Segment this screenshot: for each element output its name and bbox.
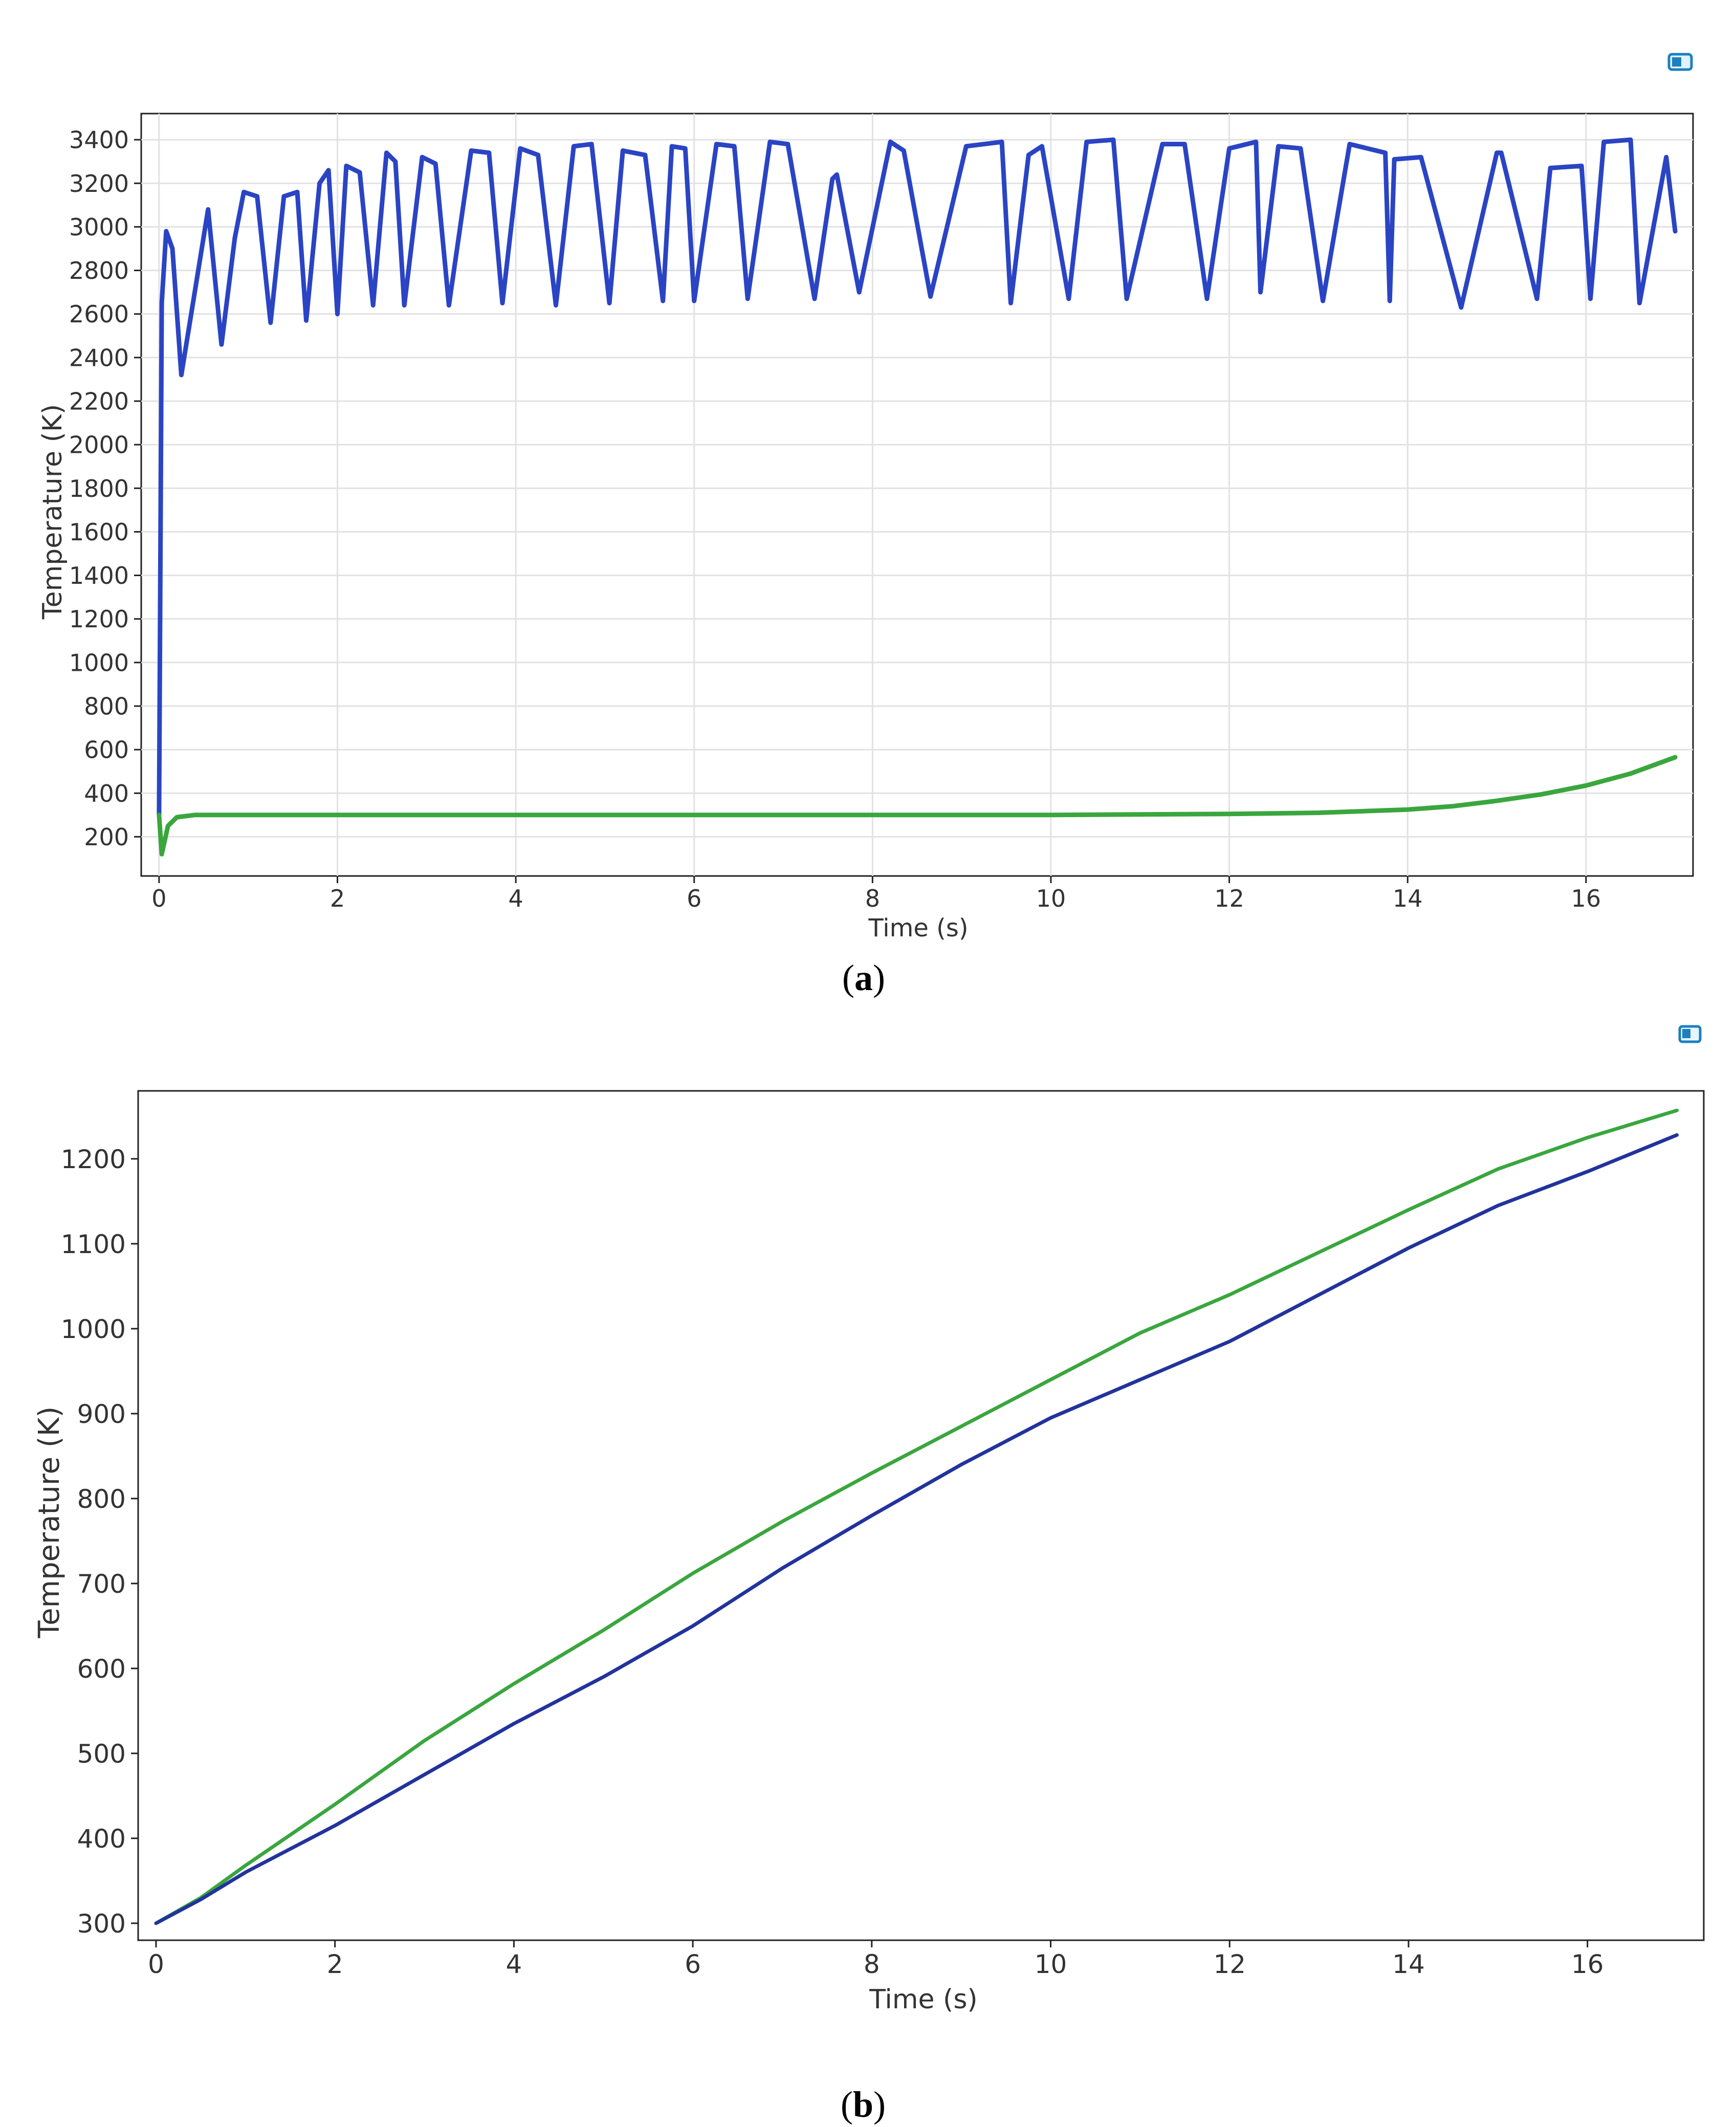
chart-b: 0 2 4 6 8 10 12 14 16 300 400 500 600 700 800 900 1000 11… (33, 1025, 1705, 2015)
chart-a-export-icon[interactable] (1667, 53, 1693, 71)
chart-a-x-tick-label: 8 (865, 885, 880, 912)
chart-a-y-tick-label: 2800 (69, 257, 129, 284)
chart-a-y-tick-label: 1400 (69, 562, 129, 589)
chart-b-y-tick-label: 1000 (61, 1314, 126, 1344)
caption-b: (b) (841, 2084, 886, 2125)
chart-a-y-tick-label: 2400 (69, 344, 129, 371)
chart-a-y-tick-label: 2200 (69, 388, 129, 415)
chart-b-y-tick-label: 700 (77, 1569, 126, 1599)
chart-b-ticks: 0 2 4 6 8 10 12 14 16 300 400 500 600 700 800 900 1000 11… (61, 1145, 1604, 1979)
chart-b-y-tick-label: 1100 (61, 1230, 126, 1259)
chart-b-y-tick-label: 900 (77, 1399, 126, 1429)
chart-b-x-tick-label: 8 (864, 1949, 880, 1979)
chart-a-x-tick-label: 16 (1571, 885, 1601, 912)
chart-a-y-tick-label: 1000 (69, 649, 129, 676)
chart-b-x-tick-label: 14 (1392, 1949, 1425, 1979)
chart-a-y-tick-label: 2000 (69, 431, 129, 459)
chart-b-x-tick-label: 6 (685, 1949, 701, 1979)
chart-b-y-tick-label: 1200 (61, 1145, 126, 1174)
chart-a-y-tick-label: 3400 (69, 126, 129, 154)
caption-a: (a) (842, 957, 885, 998)
chart-b-x-tick-label: 10 (1035, 1949, 1067, 1979)
chart-b-x-tick-label: 4 (506, 1949, 522, 1979)
chart-b-series (154, 1108, 1679, 1925)
chart-a-y-tick-label: 3200 (69, 170, 129, 198)
chart-a-y-tick-label: 2600 (69, 300, 129, 328)
chart-a-y-tick-label: 200 (84, 823, 129, 851)
chart-b-x-axis-label: Time (s) (869, 1984, 977, 2015)
chart-b-y-axis-label: Temperature (K) (33, 1407, 66, 1639)
chart-b-y-tick-label: 400 (77, 1824, 126, 1854)
chart-b-y-tick-label: 500 (77, 1739, 126, 1769)
chart-b-frame (137, 1090, 1705, 1941)
chart-b-x-tick-label: 16 (1571, 1949, 1604, 1979)
chart-b-x-tick-label: 0 (148, 1949, 164, 1979)
chart-b-export-icon[interactable] (1678, 1025, 1702, 1043)
chart-b-x-tick-label: 12 (1213, 1949, 1246, 1979)
chart-a-y-tick-label: 1800 (69, 475, 129, 502)
chart-a-y-tick-label: 800 (84, 693, 129, 720)
chart-a-series-line-1 (157, 137, 1678, 818)
chart-a-frame (140, 113, 1694, 877)
chart-b-y-tick-label: 800 (77, 1484, 126, 1514)
chart-b-y-tick-label: 600 (77, 1654, 126, 1684)
chart-a-x-tick-label: 10 (1036, 885, 1066, 912)
chart-b-y-tick-label: 300 (77, 1909, 126, 1939)
chart-a-x-tick-label: 0 (151, 885, 166, 912)
chart-a-x-tick-label: 14 (1393, 885, 1423, 912)
chart-a-y-axis-label: Temperature (K) (37, 404, 68, 620)
chart-a: 0 2 4 6 8 10 12 14 16 200 400 600 800 1000 1200 1400 160… (37, 53, 1694, 942)
chart-a-y-tick-label: 1200 (69, 605, 129, 633)
chart-a-y-tick-label: 1600 (69, 518, 129, 546)
chart-b-x-tick-label: 2 (327, 1949, 343, 1979)
chart-a-series-line-2 (157, 755, 1678, 857)
chart-a-y-tick-label: 600 (84, 736, 129, 764)
chart-a-series (157, 137, 1678, 857)
chart-a-x-tick-label: 6 (687, 885, 701, 912)
chart-b-series-line-2 (154, 1133, 1679, 1925)
chart-a-y-tick-label: 400 (84, 780, 129, 807)
chart-a-ticks: 0 2 4 6 8 10 12 14 16 200 400 600 800 1000 1200 1400 160… (69, 126, 1601, 912)
chart-b-series-line-1 (154, 1108, 1679, 1925)
chart-a-x-axis-label: Time (s) (868, 914, 968, 942)
chart-a-x-tick-label: 2 (330, 885, 345, 912)
chart-a-x-tick-label: 12 (1214, 885, 1244, 912)
chart-a-x-tick-label: 4 (508, 885, 523, 912)
chart-a-y-tick-label: 3000 (69, 213, 129, 241)
